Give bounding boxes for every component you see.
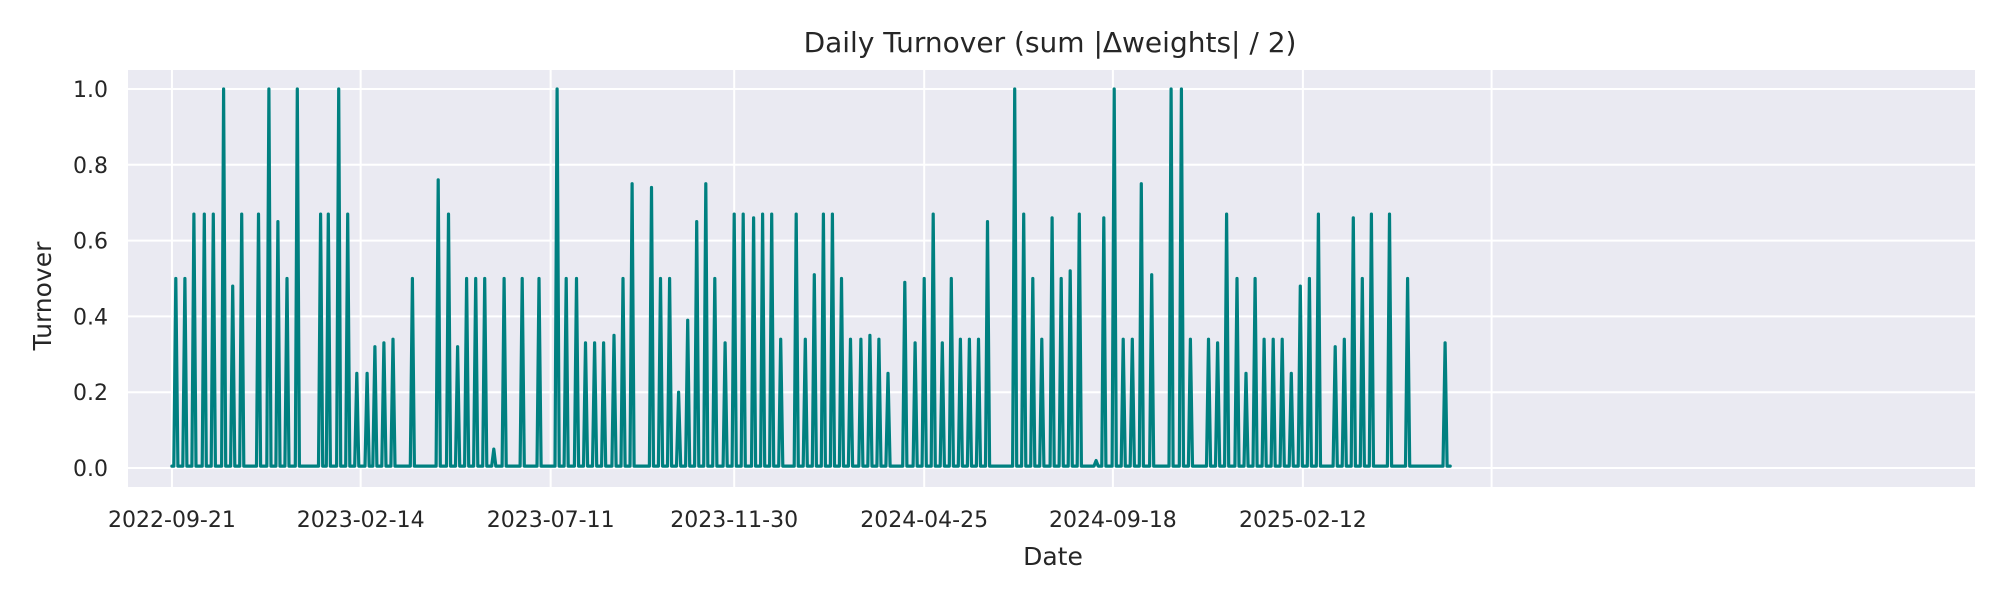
y-tick-label: 0.0	[73, 457, 108, 482]
y-axis-label: Turnover	[28, 241, 57, 351]
y-tick-label: 0.2	[73, 381, 108, 406]
x-tick-label: 2024-04-25	[860, 508, 988, 533]
x-axis-label: Date	[1023, 542, 1083, 571]
x-tick-label: 2023-02-14	[297, 508, 425, 533]
x-tick-label: 2023-11-30	[670, 508, 798, 533]
x-tick-label: 2025-02-12	[1239, 508, 1367, 533]
y-tick-label: 1.0	[73, 78, 108, 103]
y-tick-label: 0.6	[73, 230, 108, 255]
x-tick-label: 2024-09-18	[1049, 508, 1177, 533]
y-tick-label: 0.8	[73, 154, 108, 179]
turnover-series	[170, 87, 1452, 468]
turnover-line	[170, 87, 1452, 468]
x-tick-label: 2023-07-11	[487, 508, 615, 533]
x-tick-label: 2022-09-21	[108, 508, 236, 533]
x-tick-labels: 2022-09-21 2023-02-14 2023-07-11 2023-11-30…	[108, 508, 1367, 533]
chart-title: Daily Turnover (sum |Δweights| / 2)	[804, 26, 1297, 59]
y-tick-label: 0.4	[73, 305, 108, 330]
y-tick-labels: 0.0 0.2 0.4 0.6 0.8 1.0	[73, 78, 108, 482]
